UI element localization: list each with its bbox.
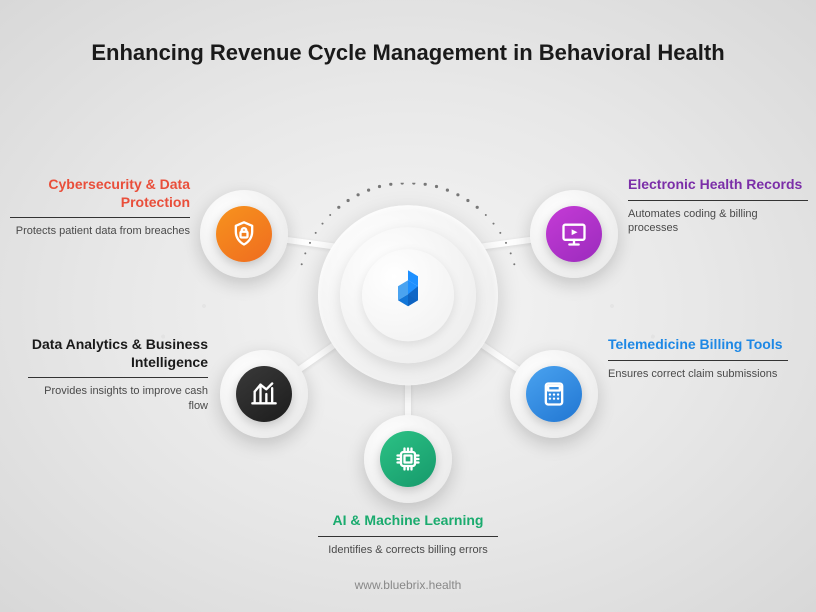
label-cybersecurity: Cybersecurity & Data Protection Protects… (10, 176, 190, 239)
hub-core (362, 249, 454, 341)
node-telemedicine (510, 350, 598, 438)
node-cybersecurity (200, 190, 288, 278)
label-desc: Identifies & corrects billing errors (318, 543, 498, 558)
label-title: Electronic Health Records (628, 176, 808, 194)
bluebrix-logo-icon (388, 270, 428, 320)
label-divider (318, 536, 498, 537)
label-divider (10, 217, 190, 218)
label-title: AI & Machine Learning (318, 512, 498, 530)
chip-icon (380, 431, 436, 487)
footer-url: www.bluebrix.health (0, 578, 816, 592)
label-divider (608, 360, 788, 361)
monitor-video-icon (546, 206, 602, 262)
label-title: Data Analytics & Business Intelligence (28, 336, 208, 371)
calculator-icon (526, 366, 582, 422)
shield-lock-icon (216, 206, 272, 262)
label-ehr: Electronic Health Records Automates codi… (628, 176, 808, 236)
bar-chart-icon (236, 366, 292, 422)
label-title: Cybersecurity & Data Protection (10, 176, 190, 211)
label-analytics: Data Analytics & Business Intelligence P… (28, 336, 208, 414)
node-ai (364, 415, 452, 503)
label-desc: Ensures correct claim submissions (608, 367, 788, 382)
label-telemedicine: Telemedicine Billing Tools Ensures corre… (608, 336, 788, 381)
center-hub (318, 205, 498, 385)
node-ehr (530, 190, 618, 278)
label-divider (628, 200, 808, 201)
diagram: Cybersecurity & Data Protection Protects… (0, 0, 816, 612)
label-title: Telemedicine Billing Tools (608, 336, 788, 354)
label-divider (28, 377, 208, 378)
label-desc: Provides insights to improve cash flow (28, 384, 208, 414)
label-desc: Automates coding & billing processes (628, 207, 808, 237)
node-analytics (220, 350, 308, 438)
label-ai: AI & Machine Learning Identifies & corre… (318, 512, 498, 557)
label-desc: Protects patient data from breaches (10, 224, 190, 239)
